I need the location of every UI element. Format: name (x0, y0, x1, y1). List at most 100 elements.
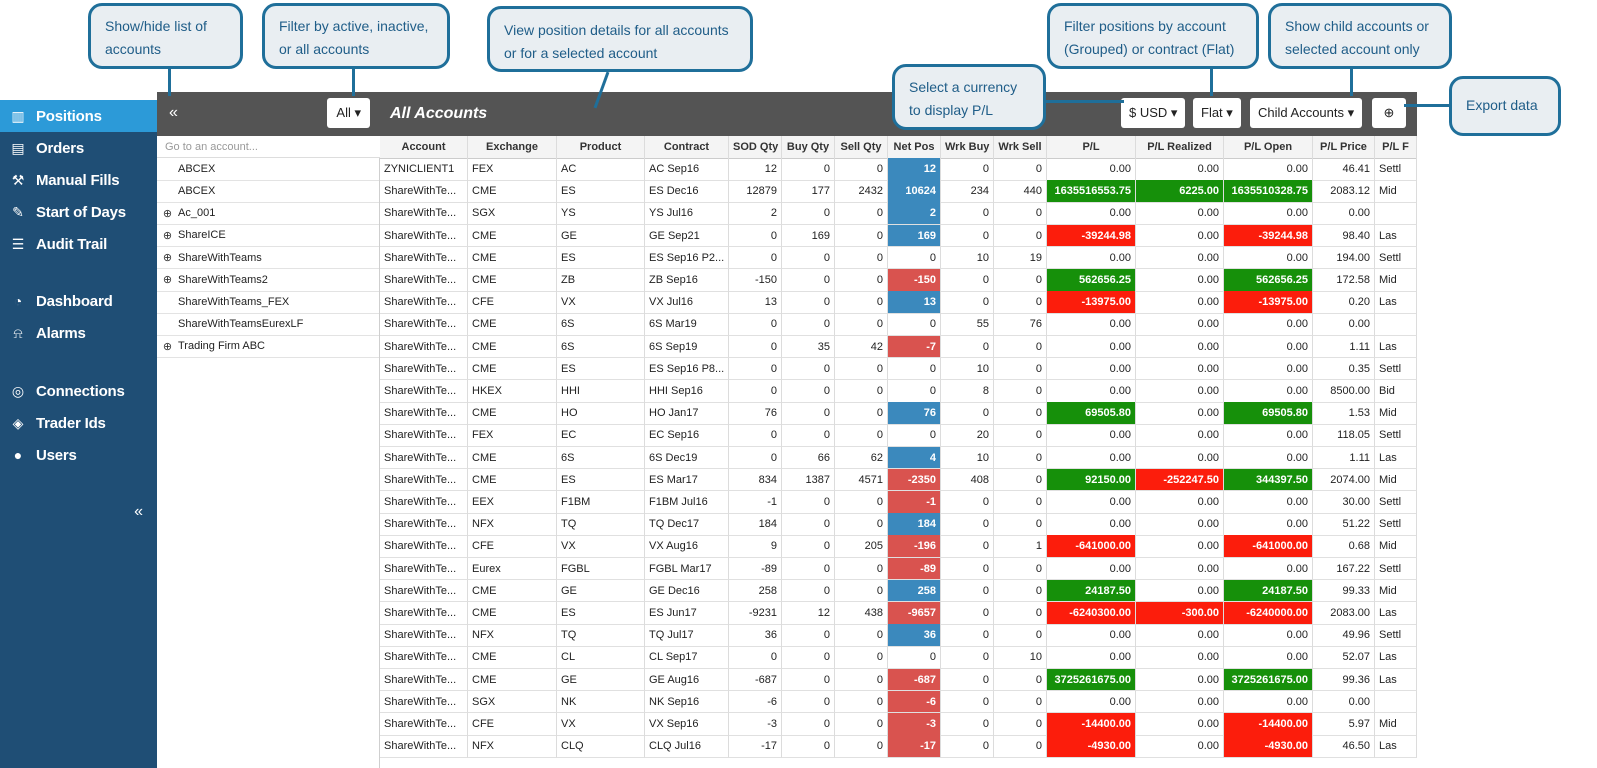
pl-flag-cell: Las (1375, 646, 1417, 669)
pl-cell: 0.00 (1047, 380, 1136, 403)
table-row[interactable]: ShareWithTe... CME ZB ZB Sep16 -150 0 0 -150 0 0 5… (380, 269, 1417, 292)
sell-qty-cell: 62 (835, 446, 888, 470)
view-mode-dropdown[interactable]: Flat ▾ (1193, 98, 1241, 128)
table-row[interactable]: ShareWithTe... CFE VX VX Sep16 -3 0 0 -3 0 0 -1440… (380, 713, 1417, 736)
nav-item-positions[interactable]: ▥ Positions (0, 100, 157, 132)
sod-qty-cell: 0 (729, 313, 782, 336)
column-header[interactable]: Sell Qty (835, 136, 888, 159)
expand-icon[interactable]: ⊕ (162, 229, 173, 242)
expand-icon[interactable]: ⊕ (162, 340, 173, 353)
pl-cell: 1635516553.75 (1047, 180, 1136, 203)
wrk-buy-cell: 0 (941, 158, 994, 181)
table-row[interactable]: ShareWithTe... CME ES ES Mar17 834 1387 4571 -2… (380, 468, 1417, 492)
account-list-item[interactable]: ⊕ ShareICE (157, 225, 379, 248)
pl-flag-cell: Settl (1375, 424, 1417, 447)
nav-item-audit-trail[interactable]: ☰ Audit Trail (0, 228, 157, 260)
nav-item-dashboard[interactable]: ◔ Dashboard (0, 285, 157, 317)
currency-dropdown[interactable]: $ USD ▾ (1121, 98, 1186, 128)
table-row[interactable]: ShareWithTe... FEX EC EC Sep16 0 0 0 0 20 0 0.00 0.… (380, 424, 1417, 447)
wrk-sell-cell: 0 (994, 380, 1047, 403)
table-row[interactable]: ShareWithTe... CME 6S 6S Dec19 0 66 62 4 10 0 0.00… (380, 446, 1417, 470)
collapse-nav-icon[interactable]: « (134, 503, 143, 520)
pl-cell: 0.00 (1047, 646, 1136, 669)
account-status-filter[interactable]: All ▾ (327, 98, 370, 128)
expand-icon[interactable]: ⊕ (162, 274, 173, 287)
table-row[interactable]: ShareWithTe... CME HO HO Jan17 76 0 0 76 0 0 69505… (380, 402, 1417, 425)
wrk-buy-cell: 0 (941, 557, 994, 581)
column-header[interactable]: P/L Realized (1136, 136, 1224, 159)
table-row[interactable]: ShareWithTe... CME ES ES Sep16 P8... 0 0 0 0 10 0… (380, 357, 1417, 381)
contract-cell: ES Sep16 P2... (645, 246, 729, 270)
nav-item-connections[interactable]: ◎ Connections (0, 375, 157, 407)
contract-cell: ES Mar17 (645, 468, 729, 492)
column-header[interactable]: Buy Qty (782, 136, 835, 159)
table-row[interactable]: ShareWithTe... NFX CLQ CLQ Jul16 -17 0 0 -17 0 0-… (380, 735, 1417, 758)
pl-realized-cell: 0.00 (1136, 735, 1224, 758)
table-row[interactable]: ShareWithTe... CME 6S 6S Mar19 0 0 0 0 55 76 0.00 0… (380, 313, 1417, 336)
export-icon[interactable]: ⊕ (1372, 98, 1406, 128)
nav-item-alarms[interactable]: ⍾ Alarms (0, 317, 157, 349)
table-row[interactable]: ShareWithTe... SGX YS YS Jul16 2 0 0 2 0 0 0.00 0.0… (380, 202, 1417, 225)
table-row[interactable]: ShareWithTe... CME ES ES Dec16 12879 177 2432 1… (380, 180, 1417, 203)
column-header[interactable]: Product (557, 136, 645, 159)
sell-qty-cell: 0 (835, 224, 888, 248)
sell-qty-cell: 0 (835, 513, 888, 536)
account-list-item[interactable]: ABCEX (157, 158, 379, 181)
nav-item-start-of-days[interactable]: ✎ Start of Days (0, 196, 157, 228)
table-row[interactable]: ShareWithTe... CFE VX VX Jul16 13 0 0 13 0 0 -1397… (380, 291, 1417, 314)
column-header[interactable]: P/L (1047, 136, 1136, 159)
child-accounts-dropdown[interactable]: Child Accounts ▾ (1250, 98, 1363, 128)
column-header[interactable]: Exchange (468, 136, 557, 159)
account-list-item[interactable]: ShareWithTeamsEurexLF (157, 313, 379, 336)
nav-item-users[interactable]: ● Users (0, 439, 157, 471)
table-row[interactable]: ShareWithTe... SGX NK NK Sep16 -6 0 0 -6 0 0 0.00 0… (380, 690, 1417, 714)
nav-item-manual-fills[interactable]: ⚒ Manual Fills (0, 164, 157, 196)
table-row[interactable]: ShareWithTe... Eurex FGBL FGBL Mar17 -89 0 0 -8… (380, 557, 1417, 581)
account-list-item[interactable]: ABCEX (157, 180, 379, 203)
column-header[interactable]: Contract (645, 136, 729, 159)
table-row[interactable]: ShareWithTe... CME GE GE Dec16 258 0 0 258 0 0 241… (380, 579, 1417, 603)
account-list-item[interactable]: ⊕ Ac_001 (157, 202, 379, 225)
sell-qty-cell: 0 (835, 291, 888, 314)
account-cell: ShareWithTe... (380, 646, 468, 669)
table-row[interactable]: ShareWithTe... NFX TQ TQ Jul17 36 0 0 36 0 0 0.00 0… (380, 624, 1417, 647)
expand-icon[interactable]: ⊕ (162, 252, 173, 265)
pl-open-cell: -14400.00 (1224, 713, 1313, 736)
buy-qty-cell: 0 (782, 269, 835, 292)
table-row[interactable]: ShareWithTe... EEX F1BM F1BM Jul16 -1 0 0 -1 0 0 0… (380, 491, 1417, 514)
callout-pointer (1404, 104, 1451, 107)
column-header[interactable]: Wrk Sell (994, 136, 1047, 159)
nav-item-trader-ids[interactable]: ◈ Trader Ids (0, 407, 157, 439)
account-list-item[interactable]: ⊕ ShareWithTeams (157, 247, 379, 270)
table-row[interactable]: ShareWithTe... CME GE GE Sep21 0 169 0 169 0 0 -39… (380, 224, 1417, 248)
table-row[interactable]: ShareWithTe... HKEX HHI HHI Sep16 0 0 0 0 8 0 0.00… (380, 380, 1417, 403)
pl-open-cell: 0.00 (1224, 246, 1313, 270)
collapse-accounts-icon[interactable]: « (169, 104, 178, 121)
buy-qty-cell: 1387 (782, 468, 835, 492)
net-pos-cell: 0 (888, 313, 941, 336)
table-row[interactable]: ShareWithTe... CME ES ES Jun17 -9231 12 438 -96… (380, 602, 1417, 625)
column-header[interactable]: SOD Qty (729, 136, 782, 159)
table-row[interactable]: ShareWithTe... CME 6S 6S Sep19 0 35 42 -7 0 0 0.00… (380, 335, 1417, 359)
table-row[interactable]: ShareWithTe... NFX TQ TQ Dec17 184 0 0 184 0 0 0.0… (380, 513, 1417, 536)
column-header[interactable]: P/L Open (1224, 136, 1313, 159)
column-header[interactable]: P/L Price (1313, 136, 1375, 159)
table-row[interactable]: ShareWithTe... CME CL CL Sep17 0 0 0 0 0 10 0.00 0.… (380, 646, 1417, 669)
column-header[interactable]: Net Pos (888, 136, 941, 159)
column-header[interactable]: Account (380, 136, 468, 159)
nav-item-orders[interactable]: ▤ Orders (0, 132, 157, 164)
column-header[interactable]: Wrk Buy (941, 136, 994, 159)
account-search-input[interactable] (157, 136, 380, 158)
account-list-item[interactable]: ⊕ Trading Firm ABC (157, 336, 379, 359)
table-row[interactable]: ShareWithTe... CME ES ES Sep16 P2... 0 0 0 0 10 1… (380, 246, 1417, 270)
column-header[interactable]: P/L F (1375, 136, 1417, 159)
account-list-item[interactable]: ShareWithTeams_FEX (157, 291, 379, 314)
account-list-item[interactable]: ⊕ ShareWithTeams2 (157, 269, 379, 292)
sell-qty-cell: 0 (835, 557, 888, 581)
table-row[interactable]: ShareWithTe... CME GE GE Aug16 -687 0 0 -687 0 0 3… (380, 668, 1417, 692)
table-row[interactable]: ZYNICLIENT1 FEX AC AC Sep16 12 0 0 12 0 0 0.00 0.00… (380, 158, 1417, 181)
expand-icon[interactable]: ⊕ (162, 207, 173, 220)
net-pos-cell: 0 (888, 380, 941, 403)
table-row[interactable]: ShareWithTe... CFE VX VX Aug16 9 0 205 -196 0 1 -6… (380, 535, 1417, 558)
pl-cell: 69505.80 (1047, 402, 1136, 425)
